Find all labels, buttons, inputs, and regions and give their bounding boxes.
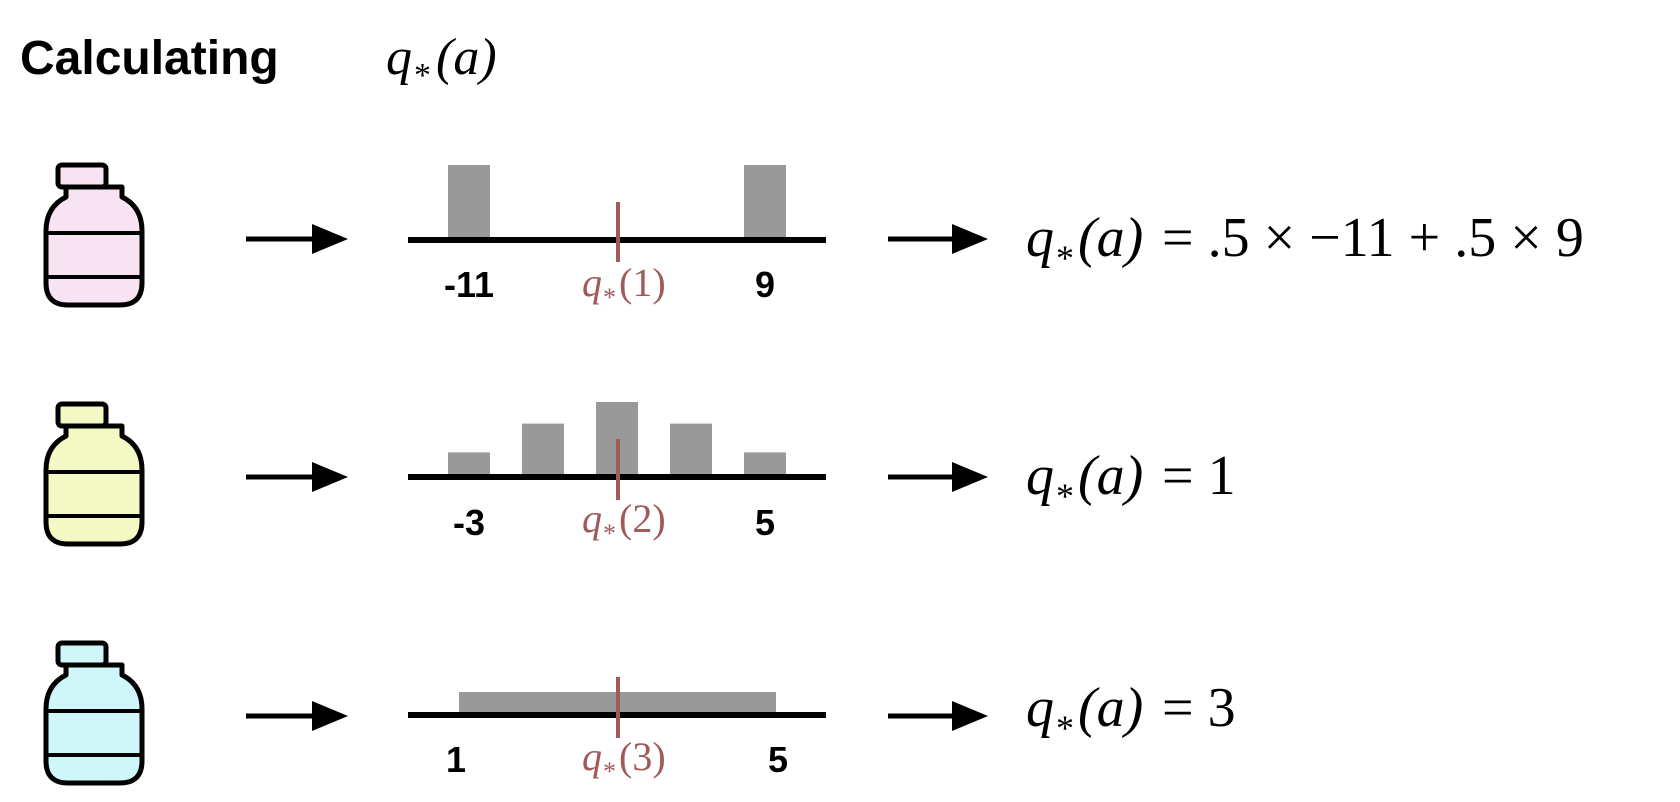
result-formula: q * (a) = .5 × −11 + .5 × 9 xyxy=(1026,207,1584,278)
page-title: Calculating q * (a) xyxy=(20,29,497,94)
tick-label-left: -3 xyxy=(453,502,485,543)
result-q: q xyxy=(1026,207,1054,269)
result-star: * xyxy=(1056,238,1074,278)
mean-label-star: * xyxy=(603,283,616,312)
mean-label-q: q xyxy=(582,260,602,305)
tick-label-left: 1 xyxy=(446,739,466,780)
title-star: * xyxy=(414,57,431,94)
result-rhs: = 3 xyxy=(1162,677,1236,739)
mean-label: q * (3) xyxy=(582,734,666,786)
result-q: q xyxy=(1026,445,1054,507)
title-q: q xyxy=(386,29,412,86)
tick-label-right: 5 xyxy=(755,502,775,543)
bars xyxy=(448,165,786,237)
result-arg: (a) xyxy=(1078,207,1143,269)
mean-label-arg: (3) xyxy=(619,734,666,779)
arrow-icon xyxy=(888,462,988,492)
tick-label-right: 5 xyxy=(768,739,788,780)
mean-label-star: * xyxy=(603,519,616,548)
mean-label-q: q xyxy=(582,496,602,541)
result-arg: (a) xyxy=(1078,445,1143,507)
mean-label: q * (2) xyxy=(582,496,666,548)
pink-bottle-icon xyxy=(43,162,145,308)
tick-label-left: -11 xyxy=(444,264,494,305)
yellow-bottle-icon xyxy=(43,401,145,547)
result-arg: (a) xyxy=(1078,677,1143,739)
result-star: * xyxy=(1056,476,1074,516)
row-3: 1 5 q * (3) q * (a) = 3 xyxy=(43,640,1236,786)
result-q: q xyxy=(1026,677,1054,739)
histogram-bar xyxy=(744,452,786,474)
distribution-plot: -3 5 q * (2) xyxy=(408,402,826,548)
mean-label-q: q xyxy=(582,734,602,779)
histogram-bar xyxy=(522,423,564,474)
arrow-icon xyxy=(888,701,988,731)
blue-bottle-icon xyxy=(43,640,145,786)
distribution-plot: -11 9 q * (1) xyxy=(408,165,826,312)
mean-label: q * (1) xyxy=(582,260,666,312)
title-arg: (a) xyxy=(436,29,497,86)
histogram-bar xyxy=(670,423,712,474)
mean-label-star: * xyxy=(603,757,616,786)
mean-label-arg: (2) xyxy=(619,496,666,541)
title-word: Calculating xyxy=(20,32,279,85)
result-rhs: = 1 xyxy=(1162,445,1236,507)
arrow-icon xyxy=(246,701,348,731)
result-formula: q * (a) = 1 xyxy=(1026,445,1236,516)
tick-label-right: 9 xyxy=(755,264,775,305)
histogram-bar xyxy=(744,165,786,237)
arrow-icon xyxy=(888,224,988,254)
histogram-bar xyxy=(448,165,490,237)
histogram-bar xyxy=(448,452,490,474)
row-1: -11 9 q * (1) q * (a) = .5 × −11 + .5 × … xyxy=(43,162,1584,312)
row-2: -3 5 q * (2) q * (a) = 1 xyxy=(43,401,1236,548)
arrow-icon xyxy=(246,462,348,492)
arrow-icon xyxy=(246,224,348,254)
mean-label-arg: (1) xyxy=(619,260,666,305)
result-star: * xyxy=(1056,708,1074,748)
distribution-plot: 1 5 q * (3) xyxy=(408,677,826,786)
result-formula: q * (a) = 3 xyxy=(1026,677,1236,748)
result-rhs: = .5 × −11 + .5 × 9 xyxy=(1162,207,1584,269)
